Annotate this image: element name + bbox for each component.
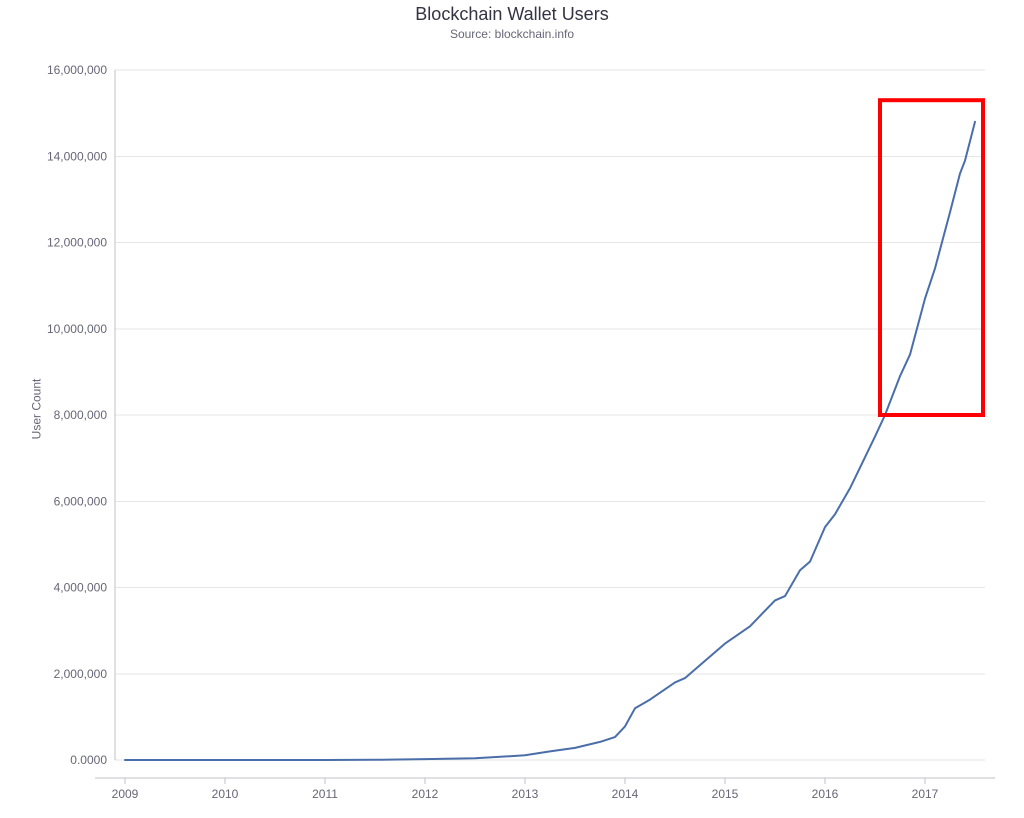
- y-tick-label: 16,000,000: [47, 63, 107, 77]
- y-tick-label: 14,000,000: [47, 149, 107, 163]
- x-tick-label: 2012: [412, 787, 439, 801]
- x-tick-label: 2010: [212, 787, 239, 801]
- x-tick-label: 2017: [912, 787, 939, 801]
- y-tick-label: 4,000,000: [54, 581, 108, 595]
- y-tick-label: 0.0000: [70, 753, 107, 767]
- chart-plot: 0.0000 2,000,000 4,000,000 6,000,000 8,000,0…: [0, 0, 1024, 818]
- data-series-line: [125, 122, 975, 760]
- x-tick-label: 2014: [612, 787, 639, 801]
- y-tick-label: 6,000,000: [54, 494, 108, 508]
- y-tick-label: 10,000,000: [47, 322, 107, 336]
- x-tick-label: 2011: [312, 787, 338, 801]
- x-tick-label: 2015: [712, 787, 739, 801]
- chart-container: Blockchain Wallet Users Source: blockcha…: [0, 0, 1024, 818]
- x-tick-label: 2013: [512, 787, 539, 801]
- x-tick-label: 2016: [812, 787, 839, 801]
- y-tick-label: 8,000,000: [54, 408, 108, 422]
- x-tick-label: 2009: [112, 787, 139, 801]
- y-tick-label: 12,000,000: [47, 236, 107, 250]
- y-tick-label: 2,000,000: [54, 667, 108, 681]
